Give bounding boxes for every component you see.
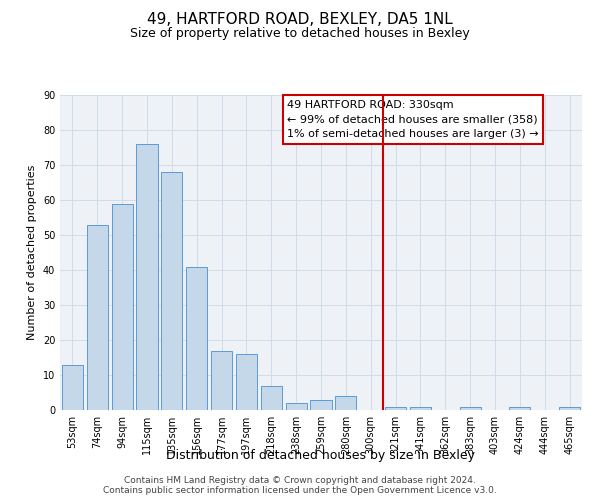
Bar — [186, 266, 207, 410]
Text: Contains public sector information licensed under the Open Government Licence v3: Contains public sector information licen… — [103, 486, 497, 495]
Bar — [310, 400, 332, 410]
Bar — [335, 396, 356, 410]
Bar — [87, 224, 108, 410]
Text: Contains HM Land Registry data © Crown copyright and database right 2024.: Contains HM Land Registry data © Crown c… — [124, 476, 476, 485]
Text: 49, HARTFORD ROAD, BEXLEY, DA5 1NL: 49, HARTFORD ROAD, BEXLEY, DA5 1NL — [147, 12, 453, 28]
Bar — [559, 406, 580, 410]
Text: Distribution of detached houses by size in Bexley: Distribution of detached houses by size … — [167, 448, 476, 462]
Bar — [211, 350, 232, 410]
Bar — [286, 403, 307, 410]
Bar — [410, 406, 431, 410]
Bar — [62, 364, 83, 410]
Bar — [161, 172, 182, 410]
Bar — [261, 386, 282, 410]
Bar — [460, 406, 481, 410]
Bar — [136, 144, 158, 410]
Text: 49 HARTFORD ROAD: 330sqm
← 99% of detached houses are smaller (358)
1% of semi-d: 49 HARTFORD ROAD: 330sqm ← 99% of detach… — [287, 100, 539, 140]
Y-axis label: Number of detached properties: Number of detached properties — [27, 165, 37, 340]
Text: Size of property relative to detached houses in Bexley: Size of property relative to detached ho… — [130, 28, 470, 40]
Bar — [112, 204, 133, 410]
Bar — [509, 406, 530, 410]
Bar — [236, 354, 257, 410]
Bar — [385, 406, 406, 410]
